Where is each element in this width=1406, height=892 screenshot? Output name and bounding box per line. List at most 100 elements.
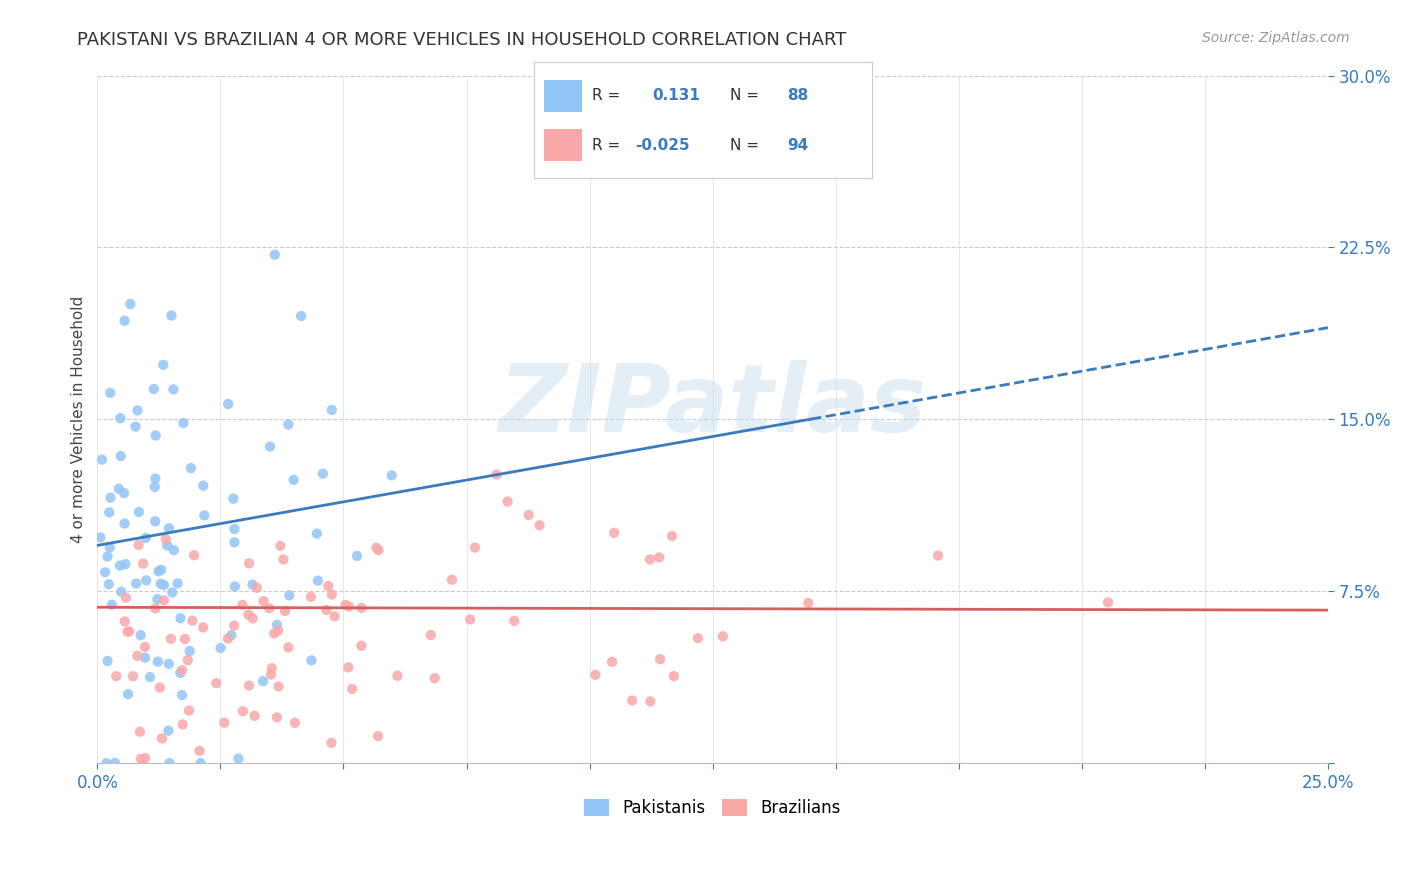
Point	[299, 590, 322, 604]
Point	[387, 669, 409, 683]
Point	[214, 715, 236, 730]
Point	[266, 710, 288, 724]
Point	[104, 756, 127, 770]
Point	[367, 543, 389, 558]
Point	[193, 620, 215, 634]
Point	[321, 588, 343, 602]
Point	[503, 614, 526, 628]
Point	[797, 596, 820, 610]
Point	[321, 736, 343, 750]
Point	[440, 573, 463, 587]
Point	[315, 603, 337, 617]
Point	[711, 629, 734, 643]
Legend: Pakistanis, Brazilians: Pakistanis, Brazilians	[578, 792, 848, 823]
Point	[316, 579, 339, 593]
Text: N =: N =	[730, 88, 759, 103]
Point	[157, 723, 180, 738]
Point	[110, 411, 132, 425]
Point	[260, 667, 283, 681]
Point	[246, 581, 269, 595]
Point	[120, 297, 142, 311]
Bar	[544, 129, 582, 161]
Point	[621, 693, 644, 707]
Point	[267, 680, 290, 694]
Point	[277, 417, 299, 432]
Point	[517, 508, 540, 522]
Text: PAKISTANI VS BRAZILIAN 4 OR MORE VEHICLES IN HOUSEHOLD CORRELATION CHART: PAKISTANI VS BRAZILIAN 4 OR MORE VEHICLE…	[77, 31, 846, 49]
Point	[155, 532, 177, 546]
Point	[209, 640, 232, 655]
Point	[100, 491, 122, 505]
Point	[174, 632, 197, 646]
Point	[650, 652, 672, 666]
Point	[648, 550, 671, 565]
Point	[110, 584, 132, 599]
Point	[243, 708, 266, 723]
Point	[160, 632, 183, 646]
Text: -0.025: -0.025	[636, 137, 690, 153]
Point	[222, 491, 245, 506]
Point	[263, 248, 285, 262]
Point	[267, 624, 290, 638]
Point	[122, 669, 145, 683]
Point	[284, 715, 307, 730]
Point	[172, 717, 194, 731]
Point	[115, 591, 138, 605]
Point	[142, 382, 165, 396]
Point	[114, 557, 136, 571]
Point	[600, 655, 623, 669]
Point	[129, 752, 152, 766]
Point	[108, 558, 131, 573]
Point	[224, 522, 246, 536]
Point	[263, 626, 285, 640]
Point	[128, 724, 150, 739]
Point	[419, 628, 441, 642]
Point	[305, 526, 328, 541]
Point	[183, 548, 205, 562]
Point	[529, 518, 551, 533]
Point	[927, 549, 949, 563]
Y-axis label: 4 or more Vehicles in Household: 4 or more Vehicles in Household	[72, 296, 86, 543]
Point	[350, 600, 373, 615]
Point	[132, 557, 155, 571]
Point	[193, 508, 215, 523]
Point	[367, 729, 389, 743]
Point	[496, 494, 519, 508]
Point	[366, 541, 388, 555]
Point	[485, 467, 508, 482]
Point	[583, 668, 606, 682]
Point	[238, 607, 260, 622]
Point	[128, 505, 150, 519]
Point	[1097, 595, 1119, 609]
Point	[124, 419, 146, 434]
Point	[125, 576, 148, 591]
Point	[290, 309, 312, 323]
Point	[105, 669, 128, 683]
Point	[307, 574, 329, 588]
Point	[153, 578, 176, 592]
Point	[146, 592, 169, 607]
Point	[224, 618, 246, 632]
Point	[148, 564, 170, 578]
Point	[97, 577, 120, 591]
Point	[150, 563, 173, 577]
Point	[269, 539, 291, 553]
Point	[299, 653, 322, 667]
Point	[135, 574, 157, 588]
Point	[94, 566, 117, 580]
Point	[273, 552, 295, 566]
Point	[277, 640, 299, 655]
Point	[96, 654, 118, 668]
Point	[169, 665, 191, 680]
Point	[242, 611, 264, 625]
Point	[91, 452, 114, 467]
Point	[169, 611, 191, 625]
Point	[217, 397, 239, 411]
Point	[127, 403, 149, 417]
Point	[188, 744, 211, 758]
Point	[177, 653, 200, 667]
Point	[166, 576, 188, 591]
Point	[381, 468, 404, 483]
Point	[160, 309, 183, 323]
Point	[114, 314, 136, 328]
